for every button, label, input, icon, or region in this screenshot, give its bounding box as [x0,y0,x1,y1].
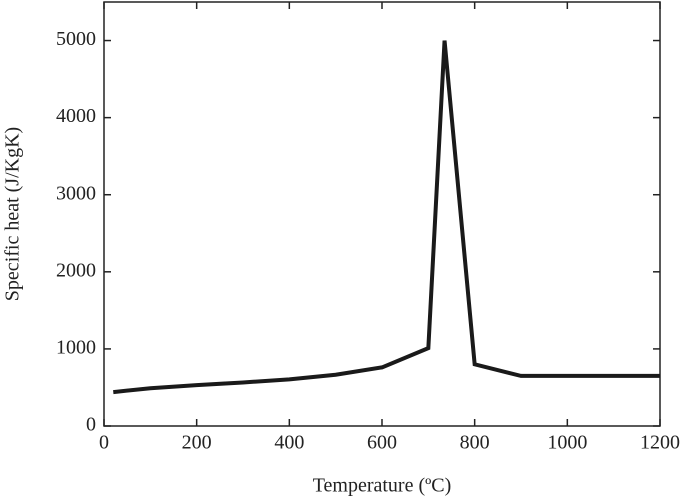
y-tick-label: 4000 [56,105,96,127]
y-tick-label: 1000 [56,337,96,359]
y-tick-label: 5000 [56,28,96,50]
x-tick-label: 400 [274,432,304,454]
plot-frame [103,1,661,427]
x-tick-label: 600 [367,432,397,454]
x-tick-label: 1000 [547,432,587,454]
x-tick-label: 0 [99,432,109,454]
y-tick-label: 2000 [56,259,96,281]
y-tick-label: 0 [86,414,96,436]
data-line [113,40,660,395]
x-tick-label: 1200 [640,432,680,454]
y-tick-label: 3000 [56,182,96,204]
y-axis-title: Specific heat (J/KgK) [2,127,24,301]
x-tick-label: 800 [460,432,490,454]
x-axis-title: Temperature (ºC) [313,475,452,497]
x-tick-label: 200 [182,432,212,454]
